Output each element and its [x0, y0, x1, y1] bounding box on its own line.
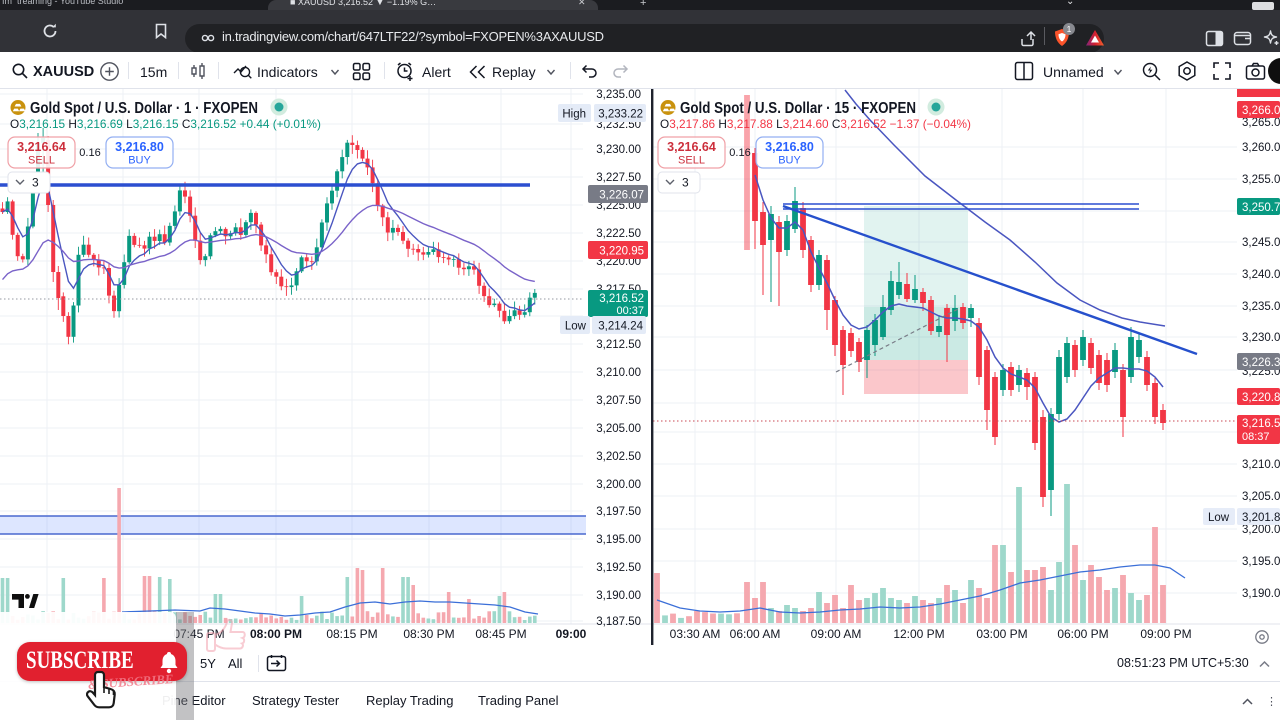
svg-text:Gold Spot / U.S. Dollar · 15 ·: Gold Spot / U.S. Dollar · 15 · FXOPEN [680, 100, 916, 117]
svg-text:08:37: 08:37 [1242, 431, 1270, 443]
svg-text:3,216.80: 3,216.80 [765, 140, 814, 154]
svg-text:3,260.0: 3,260.0 [1242, 142, 1280, 154]
svg-text:3,200.0: 3,200.0 [1242, 524, 1280, 536]
svg-text:06:00 PM: 06:00 PM [1057, 627, 1108, 641]
svg-text:3,230.00: 3,230.00 [596, 144, 641, 156]
svg-text:3,202.50: 3,202.50 [596, 451, 641, 463]
svg-text:3,235.00: 3,235.00 [596, 89, 641, 101]
svg-text:3,210.00: 3,210.00 [596, 367, 641, 379]
svg-text:3,205.0: 3,205.0 [1242, 491, 1280, 503]
svg-text:06:00 AM: 06:00 AM [730, 627, 781, 641]
svg-text:3: 3 [32, 176, 39, 190]
svg-text:12:00 PM: 12:00 PM [893, 627, 944, 641]
svg-text:08:00 PM: 08:00 PM [250, 627, 302, 641]
svg-text:08:15 PM: 08:15 PM [326, 627, 377, 641]
svg-text:3,245.0: 3,245.0 [1242, 237, 1280, 249]
svg-text:3,235.0: 3,235.0 [1242, 301, 1280, 313]
svg-text:Low: Low [1208, 512, 1230, 524]
svg-text:3,192.50: 3,192.50 [596, 562, 641, 574]
svg-text:0.16: 0.16 [729, 147, 750, 159]
svg-text:3,255.0: 3,255.0 [1242, 174, 1280, 186]
svg-text:3,216.52: 3,216.52 [599, 293, 644, 305]
svg-text:0.16: 0.16 [79, 147, 100, 159]
svg-text:09:00 PM: 09:00 PM [1140, 627, 1191, 641]
svg-text:3,233.22: 3,233.22 [598, 109, 643, 121]
svg-text:08:30 PM: 08:30 PM [403, 627, 454, 641]
svg-text:09:00: 09:00 [556, 627, 587, 641]
svg-text:BUY: BUY [778, 155, 801, 167]
svg-text:3,266.0: 3,266.0 [1242, 105, 1280, 117]
svg-text:3,220.8: 3,220.8 [1242, 392, 1280, 404]
svg-text:3,210.0: 3,210.0 [1242, 459, 1280, 471]
svg-text:3,222.50: 3,222.50 [596, 228, 641, 240]
svg-text:08:45 PM: 08:45 PM [475, 627, 526, 641]
svg-text:O3,216.15 H3,216.69 L3,216.15: O3,216.15 H3,216.69 L3,216.15 C3,216.52 … [10, 117, 321, 131]
svg-text:3,190.00: 3,190.00 [596, 590, 641, 602]
svg-text:00:37: 00:37 [616, 305, 644, 317]
svg-text:3,205.00: 3,205.00 [596, 423, 641, 435]
svg-text:3,187.50: 3,187.50 [596, 616, 641, 628]
svg-text:09:00 AM: 09:00 AM [811, 627, 862, 641]
svg-text:3,212.50: 3,212.50 [596, 339, 641, 351]
svg-text:3,195.00: 3,195.00 [596, 534, 641, 546]
svg-text:High: High [562, 109, 586, 121]
svg-text:3: 3 [682, 176, 689, 190]
svg-text:Gold Spot / U.S. Dollar · 1 ·: Gold Spot / U.S. Dollar · 1 · FXOPEN [30, 100, 258, 117]
svg-text:03:00 PM: 03:00 PM [976, 627, 1027, 641]
svg-text:3,230.0: 3,230.0 [1242, 332, 1280, 344]
svg-text:3,220.95: 3,220.95 [599, 246, 644, 258]
svg-text:O3,217.86 H3,217.88 L3,214.60: O3,217.86 H3,217.88 L3,214.60 C3,216.52 … [660, 117, 971, 131]
svg-text:3,195.0: 3,195.0 [1242, 556, 1280, 568]
svg-text:3,227.50: 3,227.50 [596, 172, 641, 184]
svg-text:03:30 AM: 03:30 AM [670, 627, 721, 641]
svg-text:3,226.07: 3,226.07 [599, 190, 644, 202]
svg-text:3,240.0: 3,240.0 [1242, 269, 1280, 281]
svg-text:3,214.24: 3,214.24 [598, 321, 643, 333]
svg-text:3,201.8: 3,201.8 [1242, 512, 1280, 524]
svg-text:3,207.50: 3,207.50 [596, 395, 641, 407]
svg-text:BUY: BUY [128, 155, 151, 167]
svg-text:07:45 PM: 07:45 PM [173, 627, 224, 641]
svg-text:Low: Low [565, 321, 587, 333]
svg-text:3,216.5: 3,216.5 [1242, 418, 1280, 430]
svg-text:3,200.00: 3,200.00 [596, 479, 641, 491]
svg-text:3,265.0: 3,265.0 [1242, 117, 1280, 129]
svg-text:SELL: SELL [28, 155, 55, 167]
svg-text:SELL: SELL [678, 155, 705, 167]
svg-text:3,226.3: 3,226.3 [1242, 357, 1280, 369]
svg-text:3,190.0: 3,190.0 [1242, 588, 1280, 600]
svg-text:3,250.7: 3,250.7 [1242, 202, 1280, 214]
svg-text:3,216.80: 3,216.80 [115, 140, 164, 154]
svg-text:3,216.64: 3,216.64 [667, 140, 716, 154]
svg-text:3,216.64: 3,216.64 [17, 140, 66, 154]
svg-text:3,197.50: 3,197.50 [596, 506, 641, 518]
